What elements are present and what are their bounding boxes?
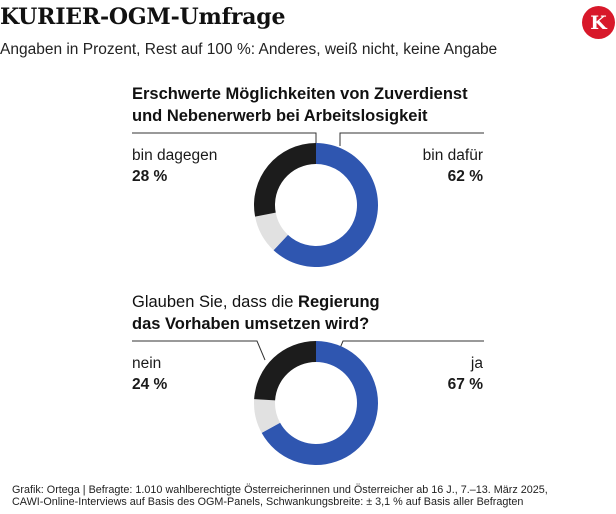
donut-slice-bin-dagegen bbox=[254, 143, 316, 217]
kurier-logo: K bbox=[582, 6, 615, 39]
donut-2 bbox=[254, 341, 379, 466]
donut-slice-rest bbox=[255, 212, 288, 251]
label-nein-text: nein bbox=[132, 355, 162, 372]
source-footer: Grafik: Ortega | Befragte: 1.010 wahlber… bbox=[12, 484, 548, 508]
question-2-part-1: Glauben Sie, dass die bbox=[132, 293, 299, 311]
chart-subtitle: Angaben in Prozent, Rest auf 100 %: Ande… bbox=[0, 41, 498, 58]
donut-slice-nein bbox=[254, 341, 316, 401]
leader-line-right-1 bbox=[339, 132, 484, 146]
donut-slice-ja bbox=[261, 341, 379, 466]
label-bin-dafuer: bin dafür 62 % bbox=[423, 145, 483, 187]
question-2-bold-part: Regierung bbox=[298, 293, 380, 311]
question-1-line-2: und Nebenerwerb bei Arbeitslosigkeit bbox=[132, 107, 428, 125]
question-2: Glauben Sie, dass die Regierung das Vorh… bbox=[132, 291, 380, 335]
label-nein-value: 24 % bbox=[132, 376, 168, 393]
chart-title: KURIER-OGM-Umfrage bbox=[0, 4, 286, 30]
footer-line-2: CAWI-Online-Interviews auf Basis des OGM… bbox=[12, 496, 524, 508]
label-bin-dafuer-value: 62 % bbox=[447, 168, 483, 185]
question-1-line-1: Erschwerte Möglichkeiten von Zuverdienst bbox=[132, 85, 468, 103]
label-nein: nein 24 % bbox=[132, 353, 167, 395]
donut-1 bbox=[254, 143, 378, 267]
label-ja: ja 67 % bbox=[448, 353, 483, 395]
question-1: Erschwerte Möglichkeiten von Zuverdienst… bbox=[132, 83, 468, 127]
label-ja-value: 67 % bbox=[447, 376, 483, 393]
donut-slice-rest bbox=[254, 399, 281, 433]
donut-slice-bin-dafür bbox=[273, 143, 378, 267]
label-bin-dagegen: bin dagegen 28 % bbox=[132, 145, 217, 187]
label-bin-dagegen-text: bin dagegen bbox=[132, 147, 218, 164]
footer-line-1: Grafik: Ortega | Befragte: 1.010 wahlber… bbox=[12, 484, 548, 496]
label-ja-text: ja bbox=[470, 355, 483, 372]
label-bin-dafuer-text: bin dafür bbox=[422, 147, 483, 164]
leader-line-left-1 bbox=[132, 132, 317, 146]
question-2-line-1: Glauben Sie, dass die Regierung bbox=[132, 291, 380, 313]
label-bin-dagegen-value: 28 % bbox=[132, 168, 168, 185]
question-2-line-2: das Vorhaben umsetzen wird? bbox=[132, 315, 370, 333]
leader-line-left-2 bbox=[132, 340, 266, 361]
